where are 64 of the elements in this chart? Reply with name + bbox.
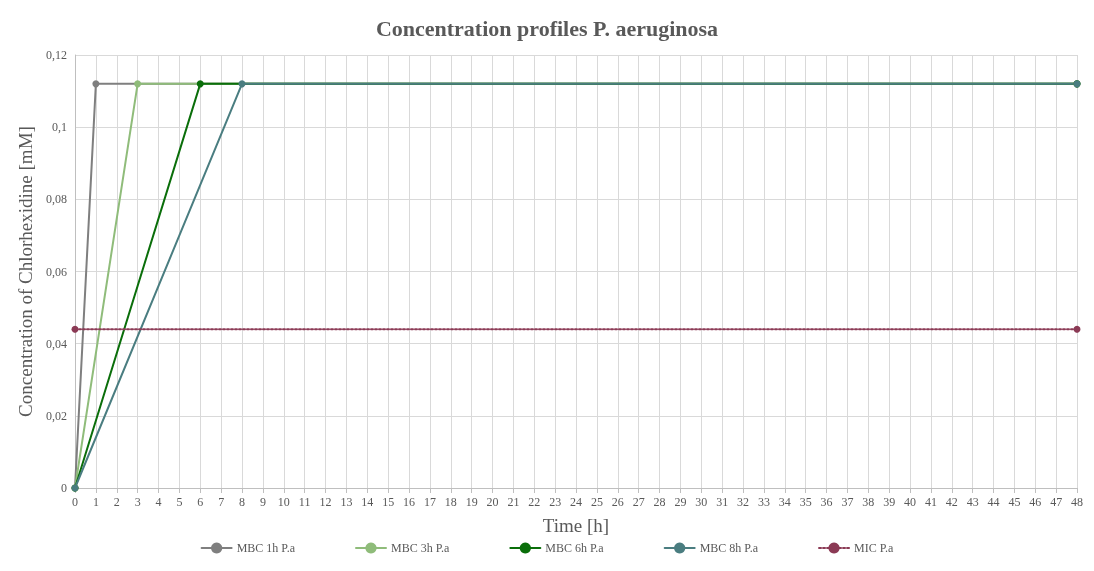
x-tick-label: 32 bbox=[737, 495, 749, 509]
legend-label: MIC P.a bbox=[854, 541, 895, 555]
x-tick-label: 26 bbox=[611, 495, 624, 509]
x-tick-label: 37 bbox=[841, 495, 854, 509]
x-tick-label: 5 bbox=[176, 495, 183, 509]
x-tick-label: 4 bbox=[155, 495, 162, 509]
x-tick-label: 30 bbox=[695, 495, 708, 509]
x-tick-label: 34 bbox=[778, 495, 791, 509]
legend-label: MBC 1h P.a bbox=[236, 541, 296, 555]
x-tick-label: 2 bbox=[113, 495, 120, 509]
x-tick-label: 38 bbox=[862, 495, 875, 509]
x-tick-label: 16 bbox=[403, 495, 415, 509]
x-tick-label: 25 bbox=[590, 495, 603, 509]
x-tick-label: 0 bbox=[72, 495, 78, 509]
x-tick-label: 6 bbox=[197, 495, 204, 509]
x-tick-label: 21 bbox=[507, 495, 520, 509]
x-tick-label: 27 bbox=[632, 495, 645, 509]
x-tick-label: 36 bbox=[820, 495, 833, 509]
y-tick-label: 0,06 bbox=[46, 264, 67, 279]
y-tick-label: 0,08 bbox=[46, 192, 67, 207]
x-tick-label: 42 bbox=[945, 495, 958, 509]
x-tick-label: 48 bbox=[1071, 495, 1083, 509]
x-tick-label: 35 bbox=[799, 495, 812, 509]
y-tick-label: 0,1 bbox=[52, 120, 67, 135]
x-tick-label: 24 bbox=[570, 495, 582, 509]
x-tick-label: 45 bbox=[1008, 495, 1021, 509]
x-tick-label: 28 bbox=[653, 495, 666, 509]
chart-title: Concentration profiles P. aeruginosa bbox=[375, 15, 719, 41]
x-tick-label: 14 bbox=[361, 495, 374, 509]
x-tick-label: 33 bbox=[757, 495, 770, 509]
y-axis-title: Concentration of Chlorhexidine [mM] bbox=[15, 126, 36, 417]
x-tick-label: 8 bbox=[239, 495, 245, 509]
x-tick-label: 19 bbox=[465, 495, 478, 509]
x-tick-label: 1 bbox=[92, 495, 99, 509]
x-tick-label: 40 bbox=[904, 495, 916, 509]
y-tick-label: 0,02 bbox=[46, 408, 67, 423]
x-axis-title: Time [h] bbox=[542, 515, 610, 536]
x-tick-label: 23 bbox=[549, 495, 562, 509]
x-tick-label: 44 bbox=[987, 495, 1000, 509]
x-tick-label: 47 bbox=[1050, 495, 1063, 509]
y-tick-label: 0,04 bbox=[46, 336, 67, 351]
x-tick-label: 22 bbox=[528, 495, 541, 509]
x-tick-label: 31 bbox=[716, 495, 729, 509]
x-tick-label: 11 bbox=[298, 495, 311, 509]
x-tick-label: 10 bbox=[277, 495, 290, 509]
y-tick-label: 0,12 bbox=[46, 48, 67, 62]
legend-label: MBC 3h P.a bbox=[390, 541, 450, 555]
legend-label: MBC 8h P.a bbox=[699, 541, 759, 555]
x-tick-label: 18 bbox=[444, 495, 457, 509]
y-tick-label: 0 bbox=[61, 481, 67, 495]
x-tick-label: 29 bbox=[674, 495, 687, 509]
x-tick-label: 17 bbox=[423, 495, 436, 509]
x-tick-label: 46 bbox=[1029, 495, 1042, 509]
x-tick-label: 15 bbox=[382, 495, 395, 509]
x-tick-label: 41 bbox=[924, 495, 937, 509]
x-tick-label: 13 bbox=[340, 495, 353, 509]
x-tick-label: 43 bbox=[966, 495, 979, 509]
legend-label: MBC 6h P.a bbox=[545, 541, 605, 555]
x-tick-label: 9 bbox=[259, 495, 266, 509]
x-tick-label: 12 bbox=[319, 495, 332, 509]
x-tick-label: 39 bbox=[883, 495, 896, 509]
x-tick-label: 20 bbox=[486, 495, 499, 509]
x-tick-label: 7 bbox=[218, 495, 225, 509]
x-tick-label: 3 bbox=[134, 495, 141, 509]
